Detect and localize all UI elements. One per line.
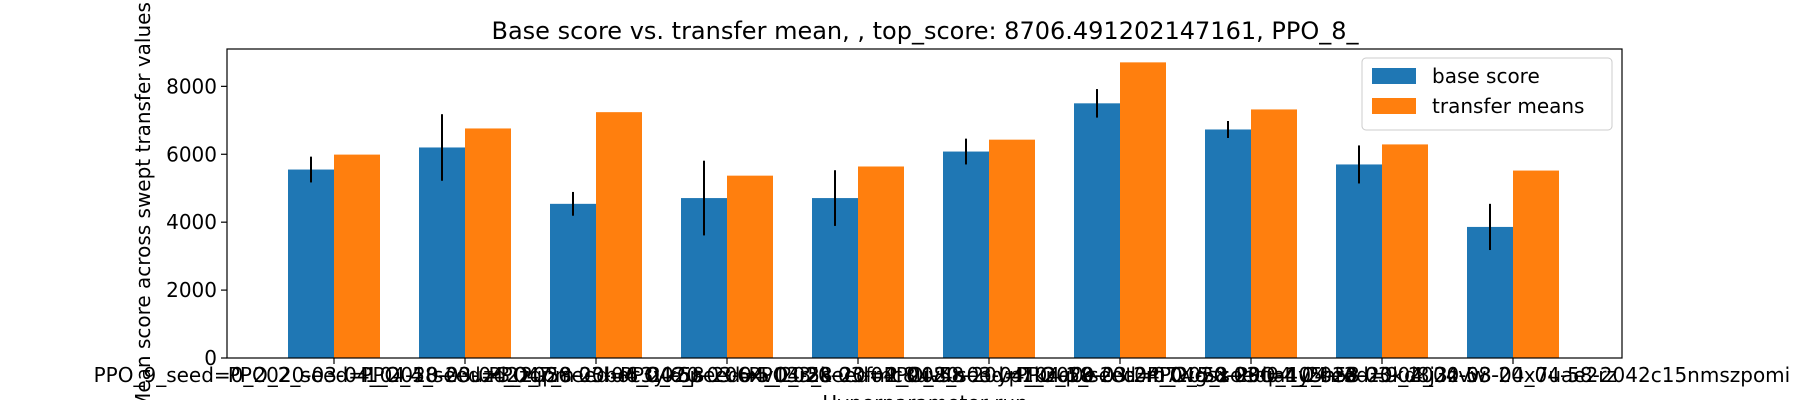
bar-transfer-means-4 [727,175,773,358]
legend-label: transfer means [1432,94,1584,118]
bar-base-score-8 [1205,129,1251,358]
chart-title: Base score vs. transfer mean, , top_scor… [492,17,1360,45]
x-tick-label: PPO_5_seed=4_2020-03-04_04-58-20x7uae2rz [1147,363,1617,387]
bar-transfer-means-1 [334,154,380,358]
legend-label: base score [1432,64,1540,88]
y-tick-label: 4000 [166,210,217,234]
x-axis: PPO_9_seed=0_2020-03-04_04-58-20uzd2zqpm… [94,358,1790,387]
bar-transfer-means-8 [1251,109,1297,358]
y-tick-label: 0 [204,346,217,370]
bars-layer [288,62,1559,359]
x-tick-label: PPO_6_seed=5_2020-03-04_04-58-20yp1knq0e [620,363,1096,387]
legend-box [1361,57,1613,131]
y-axis-label: Mean score across swept transfer values [131,2,155,400]
x-tick-label: PPO_8_seed=7_2020-03-04_04-58-20qa4y5hr3 [884,363,1357,387]
bar-transfer-means-5 [858,166,904,358]
x-tick-label: PPO_10_seed=9_2020-03-04_04-58-2042c15nm… [1236,363,1790,387]
bar-base-score-2 [419,147,465,358]
error-bars-layer [310,89,1491,251]
bar-transfer-means-7 [1120,62,1166,359]
y-tick-label: 2000 [166,278,217,302]
y-tick-label: 8000 [166,74,217,98]
bar-transfer-means-6 [989,139,1035,358]
bar-base-score-9 [1336,164,1382,358]
bar-transfer-means-3 [596,112,642,359]
bar-base-score-6 [943,151,989,358]
legend-swatch [1372,98,1416,114]
x-tick-label: PPO_3_seed=2_2020-03-04_04-58-20t2m7wgsx [749,363,1230,387]
plot-area-frame [226,48,1623,359]
x-tick-label: PPO_9_seed=0_2020-03-04_04-58-20uzd2zqpm [94,363,575,387]
x-tick-label: PPO_4_seed=3_2020-03-04_04-58-206xv13r2k [360,363,832,387]
bar-transfer-means-2 [465,128,511,358]
bar-base-score-3 [550,203,596,358]
bar-transfer-means-10 [1513,170,1559,358]
bar-transfer-means-9 [1382,144,1428,358]
x-tick-label: PPO_1_seed=0_2020-03-04_04-58-20kd8j3zvw [1016,363,1487,387]
y-axis: 0 2000 4000 6000 8000 [166,74,227,370]
bar-base-score-7 [1074,103,1120,358]
legend: base score transfer means [1361,57,1613,131]
x-tick-label: PPO_2_seed=1_2020-03-04_04-58-20boc3yk6p [228,363,702,387]
bar-base-score-1 [288,169,334,358]
x-tick-label: PPO_7_seed=6_2020-03-04_04-58-20fmc8uv4n [489,363,966,387]
x-axis-label: Hyperparameter run [822,391,1028,400]
y-tick-label: 6000 [166,142,217,166]
legend-swatch [1372,68,1416,84]
